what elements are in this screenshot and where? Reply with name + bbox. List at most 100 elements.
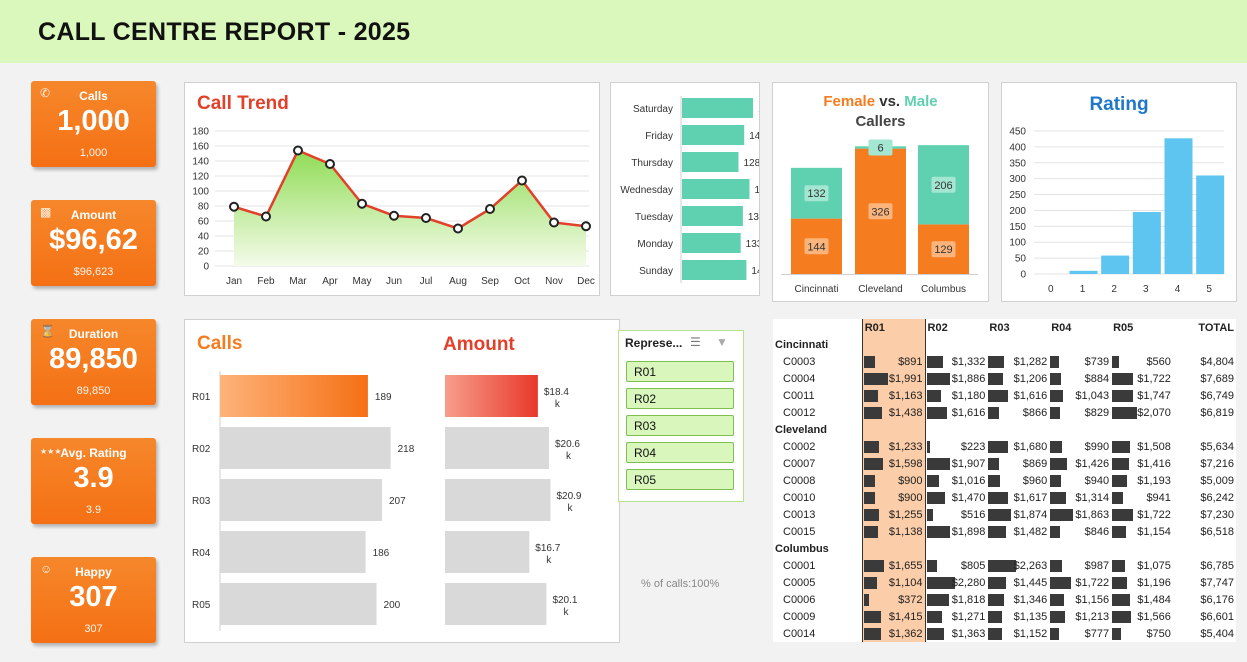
smiley-icon: ☺	[40, 562, 53, 576]
trend-point	[261, 211, 271, 222]
rep-label: R01	[192, 392, 211, 403]
pivot-value-cell: $1,415	[861, 608, 926, 625]
slicer-item-r04[interactable]: R04	[626, 442, 734, 463]
page-title: CALL CENTRE REPORT - 2025	[38, 18, 411, 46]
weekday-panel[interactable]: Saturday 161 Friday 141 Thursday 128 Wednesday…	[610, 82, 760, 296]
pivot-value: $1,135	[1013, 610, 1048, 623]
pivot-value-cell: $941	[1111, 489, 1173, 506]
customer-id: C0012	[783, 406, 816, 419]
callers-title-male: Male	[904, 93, 938, 110]
pivot-value: $223	[960, 440, 986, 453]
table-row[interactable]: C0012 $1,438 $1,616 $866 $829 $2,070 $6,819	[773, 404, 1236, 421]
pivot-value-cell: $739	[1049, 353, 1111, 370]
table-row[interactable]: C0007 $1,598 $1,907 $869 $1,426 $1,416 $7,216	[773, 455, 1236, 472]
pivot-value-cell: $1,722	[1111, 370, 1173, 387]
pivot-value-cell: $2,263	[987, 557, 1049, 574]
kpi-card-amount[interactable]: ▩ Amount $96,62 $96,623	[31, 200, 156, 286]
table-row[interactable]: C0014 $1,362 $1,363 $1,152 $777 $750 $5,404	[773, 625, 1236, 642]
data-bar	[988, 407, 1000, 419]
data-bar	[1050, 475, 1062, 487]
pivot-value-cell: $1,346	[987, 591, 1049, 608]
data-bar	[863, 492, 875, 504]
kpi-label: Happy	[75, 565, 112, 579]
pivot-value: $1,484	[1137, 593, 1171, 606]
weekday-bar	[682, 98, 754, 118]
kpi-label: Avg. Rating	[60, 446, 127, 460]
amount-pivot-table[interactable]: R01 R02 R03 R04 R05 TOTAL Cincinnati C0003 $891 $…	[773, 319, 1236, 642]
reps-panel[interactable]: Calls Amount R01 189 $18.4 k R02 218 $20.6 k R03…	[184, 319, 620, 643]
pivot-value-cell: $1,818	[924, 591, 988, 608]
data-bar	[926, 526, 950, 538]
data-bar	[926, 611, 942, 623]
clear-filter-icon[interactable]: ▼	[716, 335, 728, 349]
kpi-card-calls[interactable]: ✆ Calls 1,000 1,000	[31, 81, 156, 167]
kpi-card-duration[interactable]: ⌛ Duration 89,850 89,850	[31, 319, 156, 405]
y-tick-label: 250	[1009, 190, 1026, 201]
calls-value: 186	[373, 548, 390, 559]
pivot-value-cell: $1,206	[987, 370, 1049, 387]
table-row[interactable]: C0006 $372 $1,818 $1,346 $1,156 $1,484 $6,176	[773, 591, 1236, 608]
pivot-value: $1,152	[1013, 627, 1048, 640]
data-bar	[926, 560, 937, 572]
pivot-value: $1,043	[1075, 389, 1110, 402]
data-label-bg	[868, 203, 893, 220]
y-tick-label: 50	[1015, 254, 1027, 265]
y-tick-label: 140	[192, 157, 209, 168]
table-row[interactable]: C0010 $900 $1,470 $1,617 $1,314 $941 $6,242	[773, 489, 1236, 506]
slicer-item-r05[interactable]: R05	[626, 469, 734, 490]
pivot-group-row: Cincinnati	[773, 336, 1236, 353]
pivot-value-cell: $1,484	[1111, 591, 1173, 608]
table-row[interactable]: C0013 $1,255 $516 $1,874 $1,863 $1,722 $7,230	[773, 506, 1236, 523]
pivot-value-cell: $1,747	[1111, 387, 1173, 404]
table-row[interactable]: C0003 $891 $1,332 $1,282 $739 $560 $4,804	[773, 353, 1236, 370]
table-row[interactable]: C0015 $1,138 $1,898 $1,482 $846 $1,154 $6,518	[773, 523, 1236, 540]
data-label-bg	[804, 185, 829, 202]
rep-label: R02	[192, 444, 211, 455]
data-bar	[988, 492, 1009, 504]
data-bar	[1112, 390, 1134, 402]
pivot-value: $1,363	[951, 627, 986, 640]
kpi-card-happy[interactable]: ☺ Happy 307 307	[31, 557, 156, 643]
x-tick-label: 2	[1111, 284, 1117, 295]
rating-bar	[1164, 138, 1193, 274]
table-row[interactable]: C0005 $1,104 $2,280 $1,445 $1,722 $1,196 $7,74…	[773, 574, 1236, 591]
pivot-value: $1,346	[1013, 593, 1048, 606]
customer-id: C0002	[783, 440, 816, 453]
multi-select-icon[interactable]: ☰	[690, 335, 701, 349]
pivot-value: $1,362	[888, 627, 923, 640]
table-row[interactable]: C0009 $1,415 $1,271 $1,135 $1,213 $1,566 $6,60…	[773, 608, 1236, 625]
kpi-sub: $96,623	[73, 266, 114, 278]
weekday-label: Thursday	[631, 158, 673, 169]
y-tick-label: 160	[192, 142, 209, 153]
pivot-value: $2,280	[951, 576, 986, 589]
kpi-card-avg-rating[interactable]: ★★★ Avg. Rating 3.9 3.9	[31, 438, 156, 524]
table-row[interactable]: C0001 $1,655 $805 $2,263 $987 $1,075 $6,785	[773, 557, 1236, 574]
x-tick-label: Dec	[577, 276, 595, 287]
data-label-bg	[804, 238, 829, 255]
table-row[interactable]: C0004 $1,991 $1,886 $1,206 $884 $1,722 $7,689	[773, 370, 1236, 387]
weekday-label: Tuesday	[635, 212, 673, 223]
pivot-header-row: R01 R02 R03 R04 R05 TOTAL	[773, 319, 1236, 336]
pivot-value-cell: $1,154	[1111, 523, 1173, 540]
x-tick-label: Jul	[420, 276, 433, 287]
pivot-value: $900	[898, 474, 923, 487]
slicer-item-r03[interactable]: R03	[626, 415, 734, 436]
table-row[interactable]: C0002 $1,233 $223 $1,680 $990 $1,508 $5,634	[773, 438, 1236, 455]
weekday-value: 146	[751, 266, 759, 277]
call-trend-panel[interactable]: Call Trend 0 20 40 60 80 100 120 140 160 180 Jan Fe…	[184, 82, 600, 296]
pivot-value: $1,154	[1137, 525, 1171, 538]
y-tick-label: 100	[1009, 238, 1026, 249]
slicer-item-r02[interactable]: R02	[626, 388, 734, 409]
kpi-value: 89,850	[49, 343, 138, 375]
weekday-value: 141	[749, 131, 759, 142]
pivot-cell	[861, 421, 926, 438]
rating-panel[interactable]: Rating 0 50 100 150 200 250 300 350 400 450 0 1 2 3 4 5	[1001, 82, 1237, 302]
callers-panel[interactable]: Female vs. Male Callers 144 132 Cincinnati…	[772, 82, 989, 302]
pivot-header-cell: R03	[989, 321, 1010, 334]
table-row[interactable]: C0011 $1,163 $1,180 $1,616 $1,043 $1,747 $6,74…	[773, 387, 1236, 404]
slicer-item-r01[interactable]: R01	[626, 361, 734, 382]
pivot-value-cell: $1,426	[1049, 455, 1111, 472]
table-row[interactable]: C0008 $900 $1,016 $960 $940 $1,193 $5,009	[773, 472, 1236, 489]
data-bar	[1112, 441, 1131, 453]
trend-point	[325, 159, 335, 169]
